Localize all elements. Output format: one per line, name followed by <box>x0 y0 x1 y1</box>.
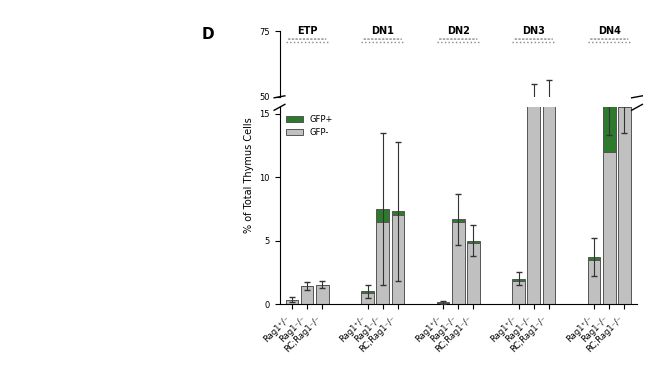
Bar <box>588 219 601 228</box>
Bar <box>528 97 540 133</box>
Bar <box>391 215 404 304</box>
Bar <box>391 211 404 215</box>
Bar <box>588 218 601 219</box>
Bar <box>528 0 540 304</box>
Bar <box>316 224 329 228</box>
Bar <box>603 85 616 152</box>
Bar <box>603 183 616 197</box>
Bar <box>452 222 465 304</box>
Bar <box>361 226 374 228</box>
Bar <box>543 105 555 228</box>
Text: DN1: DN1 <box>371 27 394 36</box>
Bar <box>361 291 374 293</box>
Text: DN2: DN2 <box>447 27 470 36</box>
Bar <box>376 222 389 304</box>
Bar <box>618 185 630 187</box>
Bar <box>376 211 389 228</box>
Bar <box>286 227 298 228</box>
Bar <box>301 286 313 304</box>
Bar <box>618 95 630 107</box>
Bar <box>618 107 630 304</box>
Bar <box>391 209 404 210</box>
Bar <box>301 224 313 228</box>
Bar <box>618 187 630 228</box>
Bar <box>376 209 389 222</box>
Text: ETP: ETP <box>297 27 317 36</box>
Text: D: D <box>202 27 214 42</box>
Bar <box>376 208 389 211</box>
Bar <box>528 133 540 228</box>
Text: % of Total Thymus Cells: % of Total Thymus Cells <box>244 118 254 233</box>
Text: DN3: DN3 <box>523 27 545 36</box>
Bar <box>512 281 525 304</box>
Bar <box>588 257 601 260</box>
Bar <box>467 241 480 243</box>
Bar <box>437 302 449 303</box>
Bar <box>543 0 555 304</box>
Bar <box>512 279 525 281</box>
Bar <box>467 243 480 304</box>
Bar <box>588 260 601 304</box>
Bar <box>316 285 329 304</box>
Bar <box>543 101 555 105</box>
Bar <box>603 152 616 304</box>
Bar <box>452 219 465 222</box>
Text: DN4: DN4 <box>598 27 621 36</box>
Legend: GFP+, GFP-: GFP+, GFP- <box>283 111 337 140</box>
Bar <box>361 293 374 304</box>
Bar <box>391 210 404 228</box>
Bar <box>452 211 465 228</box>
Bar <box>467 215 480 228</box>
Bar <box>437 303 449 304</box>
Bar <box>603 197 616 228</box>
Bar <box>512 223 525 228</box>
Bar <box>286 300 298 304</box>
